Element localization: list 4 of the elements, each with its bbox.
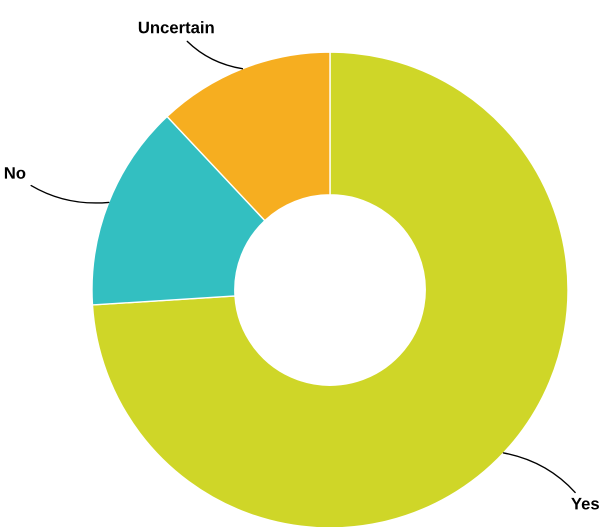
slice-label: No: [4, 167, 26, 179]
slice-label: Uncertain: [138, 21, 214, 34]
donut-slice: [92, 51, 569, 527]
slice-label: Yes: [571, 498, 599, 510]
